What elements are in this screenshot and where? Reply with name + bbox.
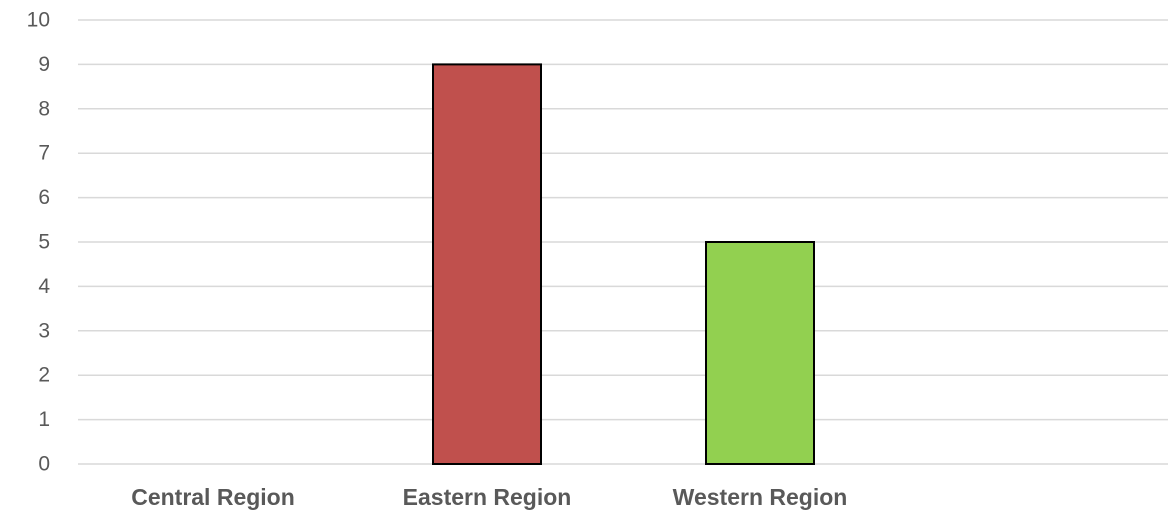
y-tick-label: 7 <box>38 142 50 165</box>
y-tick-label: 2 <box>38 364 50 387</box>
gridlines <box>78 19 1168 465</box>
y-tick-label: 4 <box>38 275 50 298</box>
x-category-label: Western Region <box>673 484 848 510</box>
y-tick-label: 8 <box>38 97 50 120</box>
y-tick-label: 9 <box>38 53 50 76</box>
y-tick-label: 10 <box>27 9 50 32</box>
y-tick-label: 0 <box>38 453 50 476</box>
y-tick-label: 1 <box>38 408 50 431</box>
y-tick-label: 6 <box>38 186 50 209</box>
bar-eastern-region <box>432 63 542 466</box>
y-tick-label: 3 <box>38 319 50 342</box>
bars <box>432 63 815 466</box>
x-category-label: Eastern Region <box>403 484 572 510</box>
y-axis-ticks: 0 1 2 3 4 5 6 7 8 9 10 <box>27 9 51 476</box>
x-axis-labels: Central Region Eastern Region Western Regi… <box>131 484 847 510</box>
bar-western-region <box>705 241 815 465</box>
y-tick-label: 5 <box>38 231 50 254</box>
x-category-label: Central Region <box>131 484 295 510</box>
